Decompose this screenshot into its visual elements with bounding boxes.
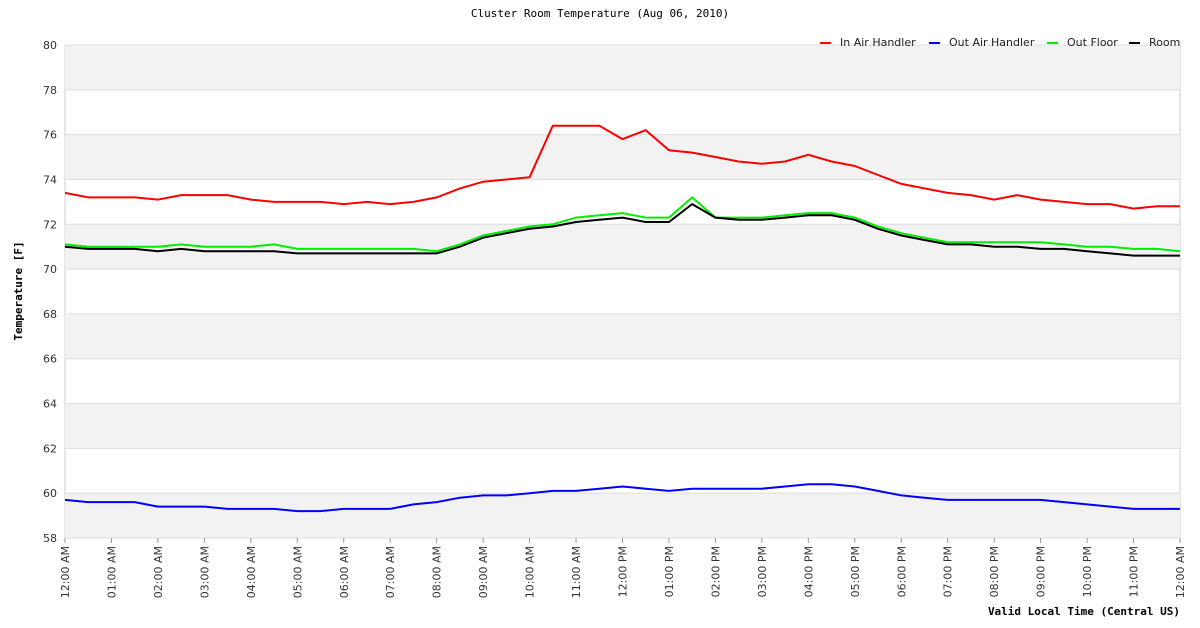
y-tick-label: 60 <box>43 487 57 500</box>
x-tick-label: 11:00 AM <box>570 546 583 598</box>
x-tick-label: 07:00 AM <box>384 546 397 598</box>
grid-band <box>65 313 1180 359</box>
series-line-room <box>64 202 1180 257</box>
x-tick-label: 09:00 AM <box>477 546 490 598</box>
x-tick-label: 04:00 AM <box>245 546 258 598</box>
x-tick-label: 12:00 PM <box>617 546 630 597</box>
y-tick-label: 80 <box>43 39 57 52</box>
y-axis-label: Temperature [F] <box>12 241 25 340</box>
x-tick-label: 03:00 PM <box>756 546 769 597</box>
y-tick-label: 68 <box>43 308 57 321</box>
x-tick-label: 07:00 PM <box>942 546 955 597</box>
grid-band <box>65 134 1180 180</box>
grid-band <box>65 403 1180 449</box>
series-line-out-air-handler <box>64 483 1180 513</box>
x-tick-label: 03:00 AM <box>198 546 211 598</box>
chart-title: Cluster Room Temperature (Aug 06, 2010) <box>471 7 729 20</box>
x-tick-label: 06:00 PM <box>895 546 908 597</box>
y-tick-label: 64 <box>43 398 57 411</box>
x-tick-label: 08:00 AM <box>431 546 444 598</box>
x-tick-label: 10:00 PM <box>1081 546 1094 597</box>
y-tick-label: 70 <box>43 263 57 276</box>
x-tick-label: 02:00 AM <box>152 546 165 598</box>
y-tick-label: 66 <box>43 353 57 366</box>
plot-area <box>64 44 1181 539</box>
x-tick-label: 04:00 PM <box>802 546 815 597</box>
series-line-in-air-handler <box>64 124 1180 210</box>
y-tick-label: 78 <box>43 84 57 97</box>
x-tick-label: 12:00 AM <box>1174 546 1187 598</box>
legend-label: In Air Handler <box>840 36 916 49</box>
x-tick-label: 06:00 AM <box>338 546 351 598</box>
y-tick-label: 58 <box>43 532 57 545</box>
series-line-out-floor <box>64 196 1181 253</box>
x-tick-label: 08:00 PM <box>988 546 1001 597</box>
y-tick-label: 62 <box>43 442 57 455</box>
x-tick-label: 12:00 AM <box>59 546 72 598</box>
x-tick-label: 11:00 PM <box>1128 546 1141 597</box>
legend-label: Room <box>1149 36 1180 49</box>
x-tick-label: 05:00 AM <box>291 546 304 598</box>
legend-label: Out Floor <box>1067 36 1118 49</box>
x-tick-label: 09:00 PM <box>1035 546 1048 597</box>
y-tick-label: 76 <box>43 129 57 142</box>
x-tick-label: 05:00 PM <box>849 546 862 597</box>
x-tick-label: 10:00 AM <box>524 546 537 598</box>
x-tick-label: 02:00 PM <box>709 546 722 597</box>
x-tick-label: 01:00 PM <box>663 546 676 597</box>
x-tick-label: 01:00 AM <box>105 546 118 598</box>
legend-label: Out Air Handler <box>949 36 1035 49</box>
x-axis-label: Valid Local Time (Central US) <box>988 605 1180 618</box>
grid-band <box>65 45 1180 90</box>
y-tick-label: 74 <box>43 173 57 186</box>
y-tick-label: 72 <box>43 218 57 231</box>
